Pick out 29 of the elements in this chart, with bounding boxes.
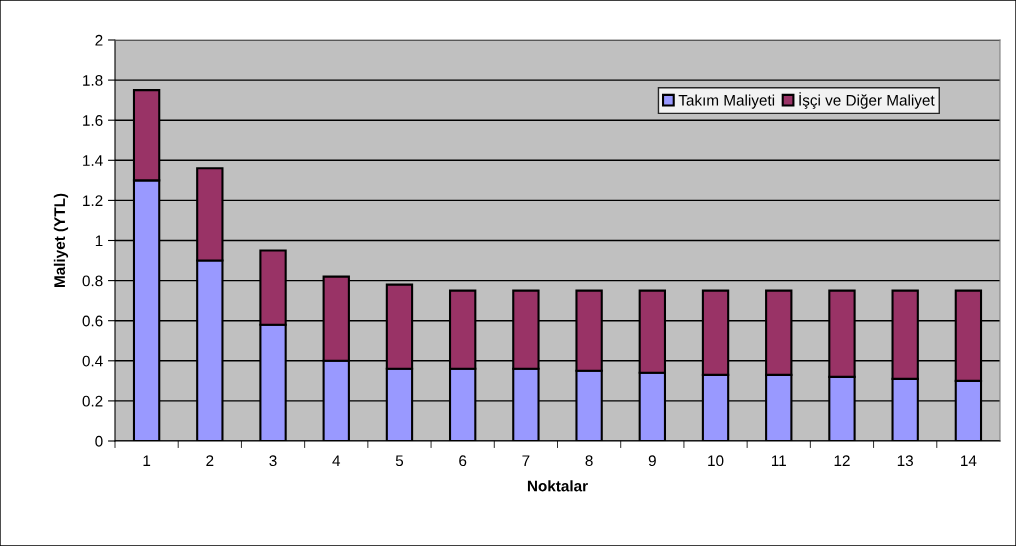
y-tick-label: 1.2: [83, 195, 103, 206]
y-axis-title: Maliyet (YTL): [53, 193, 69, 288]
y-tick-label: 1.4: [83, 155, 103, 166]
x-tick-label: 4: [332, 455, 341, 466]
x-tick-label: 14: [961, 455, 977, 466]
legend-label: İşçi ve Diğer Maliyet: [799, 92, 935, 109]
y-tick-label: 1: [95, 235, 103, 247]
legend-label: Takım Maliyeti: [678, 94, 775, 109]
y-tick-label: 1.8: [83, 74, 103, 86]
y-tick-label: 0.4: [82, 355, 103, 367]
x-tick-label: 12: [834, 455, 850, 466]
x-tick-label: 13: [897, 455, 913, 467]
x-tick-label: 1: [143, 455, 151, 466]
x-axis-title: Noktalar: [527, 480, 588, 492]
x-tick-label: 8: [585, 455, 593, 467]
y-tick-label: 1.6: [83, 115, 103, 126]
x-tick-label: 2: [206, 455, 214, 466]
x-tick-label: 3: [269, 455, 277, 467]
x-tick-label: 5: [395, 455, 404, 467]
x-tick-label: 10: [708, 455, 724, 467]
y-tick-label: 0: [95, 435, 103, 447]
x-tick-label: 9: [648, 455, 656, 467]
x-tick-label: 7: [522, 455, 530, 466]
y-tick-label: 0.6: [82, 315, 103, 327]
y-tick-label: 0.8: [82, 275, 103, 287]
y-tick-label: 0.2: [82, 395, 103, 407]
x-tick-label: 11: [771, 455, 786, 466]
x-tick-label: 6: [459, 455, 467, 467]
y-tick-label: 2: [95, 34, 103, 46]
